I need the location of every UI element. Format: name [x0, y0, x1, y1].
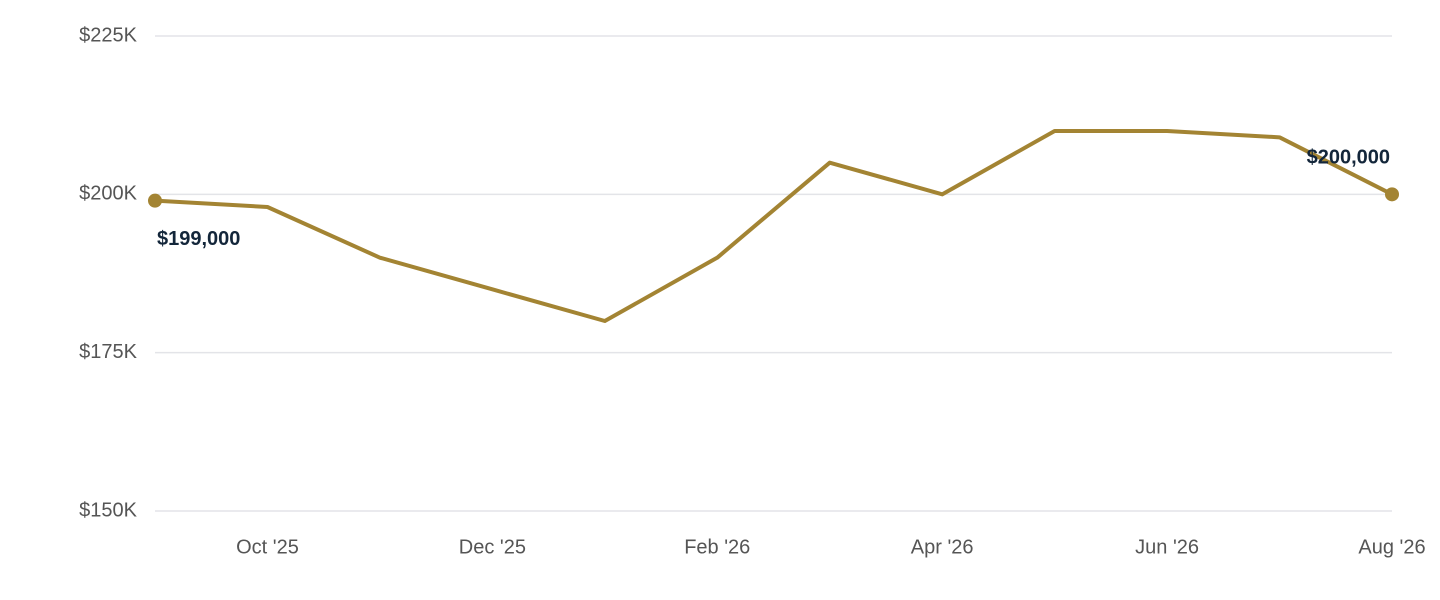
- x-tick-label: Dec '25: [459, 536, 526, 558]
- y-tick-label: $150K: [79, 499, 137, 521]
- x-tick-label: Aug '26: [1358, 536, 1425, 558]
- x-tick-label: Feb '26: [684, 536, 750, 558]
- y-tick-label: $225K: [79, 24, 137, 46]
- point: [148, 193, 162, 208]
- y-tick-label: $175K: [79, 341, 137, 363]
- y-tick-label: $200K: [79, 183, 137, 205]
- line: [154, 129, 1393, 323]
- data-label: $199,000: [157, 228, 240, 250]
- point: [1385, 187, 1399, 202]
- x-tick-label: Jun '26: [1135, 536, 1199, 558]
- x-tick-label: Oct '25: [236, 536, 299, 558]
- x-tick-label: Apr '26: [911, 536, 974, 558]
- data-label: $200,000: [1307, 147, 1390, 169]
